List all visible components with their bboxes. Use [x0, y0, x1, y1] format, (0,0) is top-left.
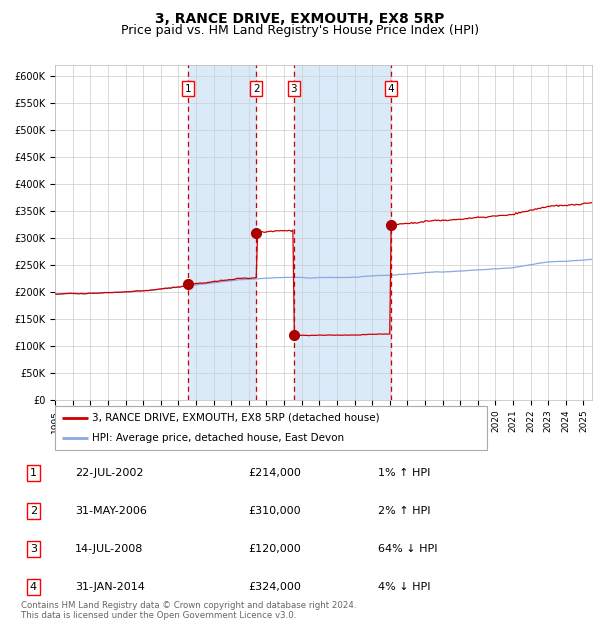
FancyBboxPatch shape [55, 406, 487, 450]
Text: 1: 1 [30, 468, 37, 479]
Text: 3: 3 [290, 84, 297, 94]
Text: 1% ↑ HPI: 1% ↑ HPI [378, 468, 431, 479]
Text: 4: 4 [30, 582, 37, 592]
Bar [188, 65, 256, 400]
Text: 64% ↓ HPI: 64% ↓ HPI [378, 544, 438, 554]
Bar [293, 65, 391, 400]
Text: 3, RANCE DRIVE, EXMOUTH, EX8 5RP (detached house): 3, RANCE DRIVE, EXMOUTH, EX8 5RP (detach… [92, 413, 380, 423]
Text: 3, RANCE DRIVE, EXMOUTH, EX8 5RP: 3, RANCE DRIVE, EXMOUTH, EX8 5RP [155, 12, 445, 27]
Text: Price paid vs. HM Land Registry's House Price Index (HPI): Price paid vs. HM Land Registry's House … [121, 24, 479, 37]
Text: £120,000: £120,000 [248, 544, 301, 554]
Text: This data is licensed under the Open Government Licence v3.0.: This data is licensed under the Open Gov… [21, 611, 296, 620]
Text: 22-JUL-2002: 22-JUL-2002 [75, 468, 143, 479]
Text: Contains HM Land Registry data © Crown copyright and database right 2024.: Contains HM Land Registry data © Crown c… [21, 601, 356, 611]
Text: 3: 3 [30, 544, 37, 554]
Text: £324,000: £324,000 [248, 582, 301, 592]
Text: 1: 1 [185, 84, 191, 94]
Text: 4: 4 [388, 84, 394, 94]
Text: 2: 2 [253, 84, 260, 94]
Text: 2: 2 [30, 506, 37, 516]
Text: 31-JAN-2014: 31-JAN-2014 [75, 582, 145, 592]
Text: £310,000: £310,000 [248, 506, 301, 516]
Text: 4% ↓ HPI: 4% ↓ HPI [378, 582, 431, 592]
Text: 31-MAY-2006: 31-MAY-2006 [75, 506, 147, 516]
Text: 14-JUL-2008: 14-JUL-2008 [75, 544, 143, 554]
Text: £214,000: £214,000 [248, 468, 301, 479]
Text: 2% ↑ HPI: 2% ↑ HPI [378, 506, 431, 516]
Text: HPI: Average price, detached house, East Devon: HPI: Average price, detached house, East… [92, 433, 344, 443]
